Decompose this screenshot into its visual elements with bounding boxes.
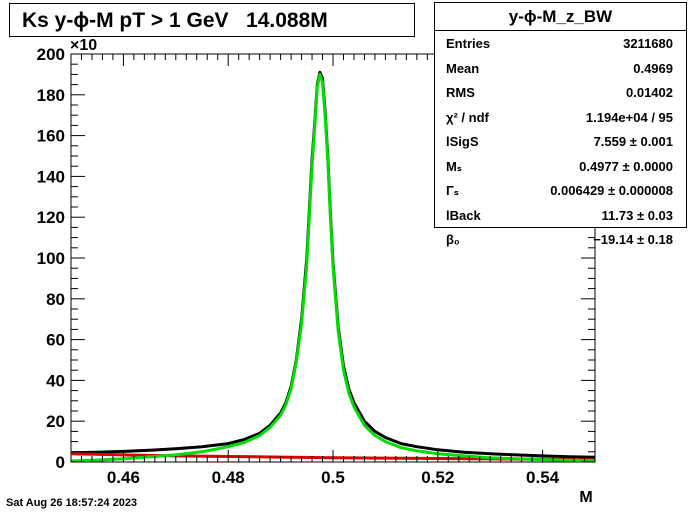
y-tick-label: 80 <box>46 290 65 309</box>
y-tick-label: 140 <box>37 167 65 186</box>
stat-name: Entries <box>446 36 491 51</box>
x-tick-label: 0.54 <box>526 468 560 487</box>
stats-box: y-ϕ-M_z_BW Entries 3211680 Mean 0.4969 R… <box>434 2 687 247</box>
x-axis-label: M <box>579 489 592 506</box>
y-tick-label: 60 <box>46 331 65 350</box>
y-tick-label: 180 <box>37 86 65 105</box>
y-tick-label: 0 <box>56 453 65 472</box>
signal-fit-layer <box>70 72 596 463</box>
stat-value: 0.4977 ± 0.0000 <box>579 158 673 174</box>
x-tick-label: 0.5 <box>321 468 345 487</box>
stat-name: β₀ <box>446 232 460 247</box>
stat-name: Mₛ <box>446 158 462 174</box>
signal-fit-line <box>70 72 596 463</box>
stat-row-chi2: χ² / ndf 1.194e+04 / 95 <box>435 105 686 130</box>
axes-layer: 0 20 40 60 80 100 120 140 160 180 200 0.46 0.48 0.5 0.… <box>37 45 596 487</box>
stat-value: 3211680 <box>623 36 673 51</box>
timestamp: Sat Aug 26 18:57:24 2023 <box>6 497 138 509</box>
stat-name: χ² / ndf <box>446 109 489 125</box>
stat-value: 1.194e+04 / 95 <box>585 109 673 125</box>
y-tick-label: 160 <box>37 127 65 146</box>
y-multiplier-label: ×10 <box>70 37 97 54</box>
stat-value: 0.01402 <box>626 85 673 100</box>
stat-row-entries: Entries 3211680 <box>435 31 686 56</box>
stat-value: −19.14 ± 0.18 <box>593 232 673 247</box>
stat-name: Γₛ <box>446 183 459 198</box>
stat-name: lBack <box>446 207 481 223</box>
stat-name: lSigS <box>446 134 479 149</box>
stat-value: 11.73 ± 0.03 <box>601 207 673 223</box>
y-tick-label: 40 <box>46 371 65 390</box>
stats-box-title: y-ϕ-M_z_BW <box>435 3 686 31</box>
stat-value: 7.559 ± 0.001 <box>593 134 673 149</box>
x-tick-label: 0.46 <box>107 468 140 487</box>
y-tick-label: 120 <box>37 208 65 227</box>
y-tick-label: 100 <box>37 249 65 268</box>
stat-name: Mean <box>446 60 480 76</box>
plot-title: Ks y-ϕ-M pT > 1 GeV 14.088M <box>9 3 415 37</box>
x-tick-label: 0.52 <box>421 468 454 487</box>
stat-row-mean: Mean 0.4969 <box>435 56 686 81</box>
stat-value: 0.4969 <box>633 60 673 76</box>
y-tick-label: 20 <box>46 412 65 431</box>
x-tick-label: 0.48 <box>212 468 245 487</box>
stat-row-gamma: Γₛ 0.006429 ± 0.000008 <box>435 178 686 203</box>
stat-row-rms: RMS 0.01402 <box>435 80 686 105</box>
stat-row-beta0: β₀ −19.14 ± 0.18 <box>435 227 686 252</box>
y-tick-label: 200 <box>37 45 65 64</box>
stat-name: RMS <box>446 85 475 100</box>
stat-value: 0.006429 ± 0.000008 <box>550 183 673 198</box>
stat-row-ms: Mₛ 0.4977 ± 0.0000 <box>435 154 686 179</box>
stat-row-lsigs: lSigS 7.559 ± 0.001 <box>435 129 686 154</box>
stat-row-lback: lBack 11.73 ± 0.03 <box>435 203 686 228</box>
